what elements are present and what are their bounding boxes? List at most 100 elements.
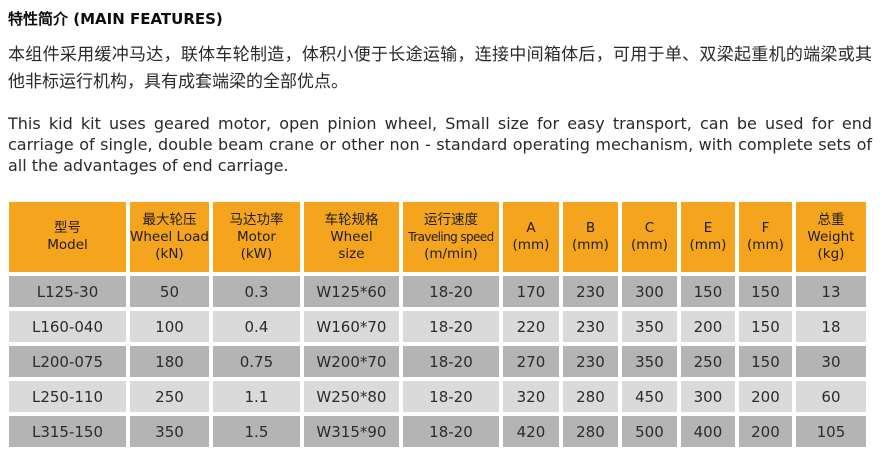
header-line: A <box>526 220 536 236</box>
header-line: B <box>585 220 596 236</box>
cell-wheel-load: 50 <box>130 276 209 307</box>
cell-f: 200 <box>738 416 792 447</box>
cell-weight: 13 <box>795 276 866 307</box>
cell-model: L315-150 <box>9 416 126 447</box>
cell-b: 230 <box>562 276 618 307</box>
col-header-b: B (mm) <box>562 202 618 272</box>
header-line: Model <box>47 237 88 253</box>
cell-motor: 0.3 <box>212 276 300 307</box>
header-line: 总重 <box>817 211 845 228</box>
header-line: 运行速度 <box>423 211 478 228</box>
cell-traveling-speed: 18-20 <box>402 416 499 447</box>
cell-motor: 1.1 <box>212 381 300 412</box>
header-line: 马达功率 <box>229 211 284 228</box>
cell-traveling-speed: 18-20 <box>402 311 499 342</box>
header-line: 最大轮压 <box>142 211 197 228</box>
header-line: Wheel Load <box>130 228 209 245</box>
header-line: Traveling speed <box>408 229 494 244</box>
col-header-e: E (mm) <box>680 202 735 272</box>
col-header-model: 型号 Model <box>9 202 126 272</box>
col-header-f: F (mm) <box>738 202 792 272</box>
cell-motor: 0.75 <box>212 346 300 377</box>
header-line: 型号 <box>54 220 81 236</box>
cell-model: L250-110 <box>9 381 126 412</box>
cell-wheel-load: 250 <box>130 381 209 412</box>
header-line: (mm) <box>572 237 609 253</box>
col-header-a: A (mm) <box>502 202 559 272</box>
cell-a: 220 <box>502 311 559 342</box>
cell-e: 150 <box>680 276 735 307</box>
header-line: (m/min) <box>424 245 478 262</box>
header-line: (mm) <box>689 237 727 253</box>
spec-table-header-row: 型号 Model 最大轮压 Wheel Load (kN) 马达功率 Motor… <box>9 202 866 272</box>
header-line: Motor <box>236 228 276 245</box>
cell-f: 200 <box>738 381 792 412</box>
cell-c: 450 <box>621 381 677 412</box>
cell-f: 150 <box>738 346 792 377</box>
table-row: L160-040 100 0.4 W160*70 18-20 220 230 3… <box>9 311 866 342</box>
cell-weight: 105 <box>795 416 866 447</box>
header-line: (mm) <box>631 237 668 253</box>
spec-table: 型号 Model 最大轮压 Wheel Load (kN) 马达功率 Motor… <box>5 198 870 451</box>
cell-c: 300 <box>621 276 677 307</box>
description-en: This kid kit uses geared motor, open pin… <box>8 114 872 175</box>
header-line: C <box>644 220 655 236</box>
table-row: L200-075 180 0.75 W200*70 18-20 270 230 … <box>9 346 866 377</box>
col-header-traveling-speed: 运行速度 Traveling speed (m/min) <box>402 202 499 272</box>
cell-motor: 0.4 <box>212 311 300 342</box>
cell-f: 150 <box>738 311 792 342</box>
col-header-wheel-load: 最大轮压 Wheel Load (kN) <box>130 202 209 272</box>
cell-wheel-size: W250*80 <box>303 381 399 412</box>
cell-a: 320 <box>502 381 559 412</box>
cell-a: 170 <box>502 276 559 307</box>
header-line: Wheel <box>330 228 373 245</box>
cell-a: 270 <box>502 346 559 377</box>
cell-wheel-load: 180 <box>130 346 209 377</box>
header-line: F <box>761 220 770 236</box>
cell-f: 150 <box>738 276 792 307</box>
cell-weight: 30 <box>795 346 866 377</box>
cell-b: 280 <box>562 416 618 447</box>
table-row: L125-30 50 0.3 W125*60 18-20 170 230 300… <box>9 276 866 307</box>
cell-wheel-size: W125*60 <box>303 276 399 307</box>
header-line: (mm) <box>747 237 784 253</box>
cell-traveling-speed: 18-20 <box>402 276 499 307</box>
cell-wheel-size: W160*70 <box>303 311 399 342</box>
table-row: L250-110 250 1.1 W250*80 18-20 320 280 4… <box>9 381 866 412</box>
cell-e: 400 <box>680 416 735 447</box>
header-line: size <box>338 245 365 262</box>
col-header-c: C (mm) <box>621 202 677 272</box>
cell-wheel-load: 100 <box>130 311 209 342</box>
cell-traveling-speed: 18-20 <box>402 381 499 412</box>
cell-motor: 1.5 <box>212 416 300 447</box>
table-row: L315-150 350 1.5 W315*90 18-20 420 280 5… <box>9 416 866 447</box>
description-zh: 本组件采用缓冲马达，联体车轮制造，体积小便于长途运输，连接中间箱体后，可用于单、… <box>8 45 872 92</box>
cell-c: 500 <box>621 416 677 447</box>
header-line: Weight <box>807 228 855 245</box>
header-line: 车轮规格 <box>324 211 379 228</box>
col-header-weight: 总重 Weight (kg) <box>795 202 866 272</box>
cell-wheel-size: W200*70 <box>303 346 399 377</box>
cell-e: 250 <box>680 346 735 377</box>
cell-a: 420 <box>502 416 559 447</box>
cell-traveling-speed: 18-20 <box>402 346 499 377</box>
cell-c: 350 <box>621 311 677 342</box>
cell-e: 300 <box>680 381 735 412</box>
cell-wheel-size: W315*90 <box>303 416 399 447</box>
cell-c: 350 <box>621 346 677 377</box>
col-header-motor: 马达功率 Motor (kW) <box>212 202 300 272</box>
cell-weight: 18 <box>795 311 866 342</box>
cell-model: L200-075 <box>9 346 126 377</box>
cell-b: 280 <box>562 381 618 412</box>
header-line: (kN) <box>155 245 184 262</box>
header-line: (kg) <box>817 245 845 262</box>
cell-b: 230 <box>562 311 618 342</box>
cell-model: L125-30 <box>9 276 126 307</box>
header-line: E <box>703 220 713 236</box>
col-header-wheel-size: 车轮规格 Wheel size <box>303 202 399 272</box>
page-title: 特性简介 (MAIN FEATURES) <box>8 10 223 28</box>
cell-b: 230 <box>562 346 618 377</box>
cell-weight: 60 <box>795 381 866 412</box>
header-line: (mm) <box>512 237 550 253</box>
